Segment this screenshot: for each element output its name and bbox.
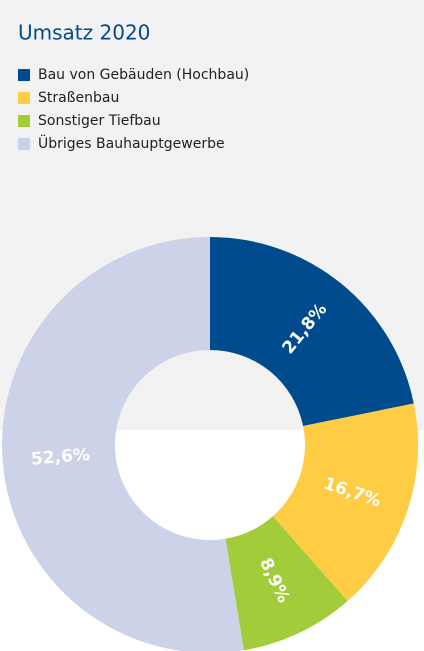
legend-label: Straßenbau: [38, 90, 119, 106]
donut-slice: [225, 516, 348, 651]
donut-slice: [272, 403, 418, 602]
legend-label: Bau von Gebäuden (Hochbau): [38, 67, 249, 83]
donut-slice: [210, 237, 414, 427]
legend-swatch: [18, 92, 30, 104]
chart-title: Umsatz 2020: [18, 21, 150, 45]
legend-label: Übriges Bauhauptgewerbe: [38, 134, 225, 152]
donut-slice: [2, 237, 244, 651]
legend-swatch: [18, 69, 30, 81]
legend-swatch: [18, 115, 30, 127]
value-label: 52,6%: [30, 445, 90, 470]
legend-label: Sonstiger Tiefbau: [38, 113, 161, 129]
legend-swatch: [18, 138, 30, 150]
